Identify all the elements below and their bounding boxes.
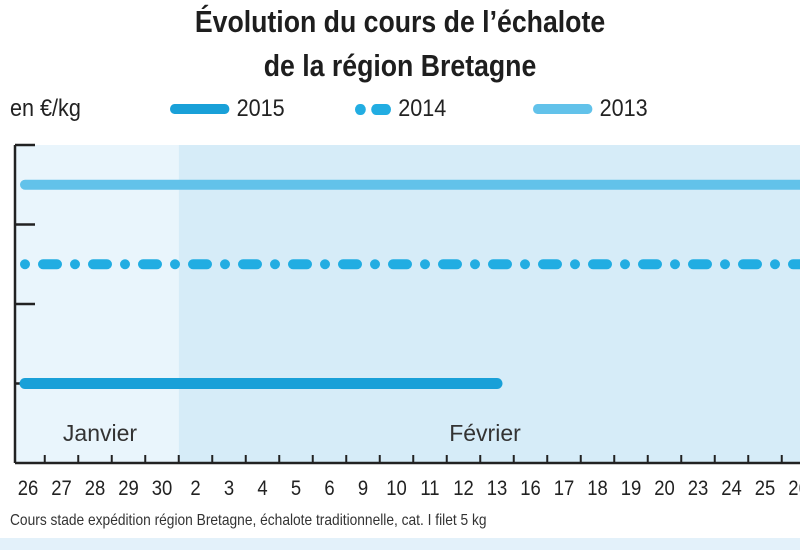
x-tick-label: 2 <box>190 477 200 500</box>
y-axis-unit: en €/kg <box>10 95 81 122</box>
legend-label-2013: 2013 <box>599 95 648 122</box>
x-tick-label: 30 <box>152 477 173 500</box>
legend-label-2014: 2014 <box>398 95 447 122</box>
chart-plot: 26 27 28 29 30 2 3 4 5 6 9 10 11 12 13 16 17 18 19 20 23 24 25… <box>13 143 800 500</box>
x-tick-label: 4 <box>257 477 267 500</box>
x-tick-label: 18 <box>587 477 608 500</box>
x-tick-label: 29 <box>118 477 139 500</box>
legend-swatch-2013 <box>533 104 593 114</box>
x-tick-label: 19 <box>621 477 642 500</box>
month-band-janvier <box>15 145 179 463</box>
x-tick-label: 26 <box>788 477 800 500</box>
x-tick-label: 5 <box>291 477 301 500</box>
month-label: Février <box>449 420 521 446</box>
x-tick-label: 27 <box>51 477 72 500</box>
chart-title-line1: Évolution du cours de l’échalote <box>194 4 606 39</box>
x-tick-label: 12 <box>453 477 474 500</box>
x-tick-label: 11 <box>420 477 439 500</box>
x-tick-label: 24 <box>721 477 742 500</box>
x-tick-label: 17 <box>554 477 575 500</box>
x-tick-label: 10 <box>386 477 407 500</box>
x-tick-label: 25 <box>755 477 776 500</box>
x-tick-label: 26 <box>18 477 39 500</box>
x-tick-label: 20 <box>654 477 675 500</box>
x-tick-label: 23 <box>688 477 709 500</box>
legend-item-2014: 2014 <box>355 95 446 123</box>
legend-item-2013: 2013 <box>533 95 648 123</box>
bottom-strip <box>0 538 800 550</box>
x-tick-label: 3 <box>224 477 234 500</box>
chart-footnote: Cours stade expédition région Bretagne, … <box>10 512 487 529</box>
legend-swatch-2014 <box>355 103 391 115</box>
month-label: Janvier <box>63 420 137 446</box>
legend-label-2015: 2015 <box>236 95 285 122</box>
x-tick-label: 13 <box>487 477 508 500</box>
chart-title-line2: de la région Bretagne <box>263 48 537 83</box>
legend-swatch-2015 <box>170 104 230 114</box>
x-tick-label: 28 <box>85 477 106 500</box>
month-band-fevrier <box>178 145 800 463</box>
legend-item-2015: 2015 <box>170 95 285 123</box>
x-tick-label: 16 <box>520 477 541 500</box>
x-tick-label: 9 <box>358 477 368 500</box>
x-tick-label: 6 <box>324 477 334 500</box>
